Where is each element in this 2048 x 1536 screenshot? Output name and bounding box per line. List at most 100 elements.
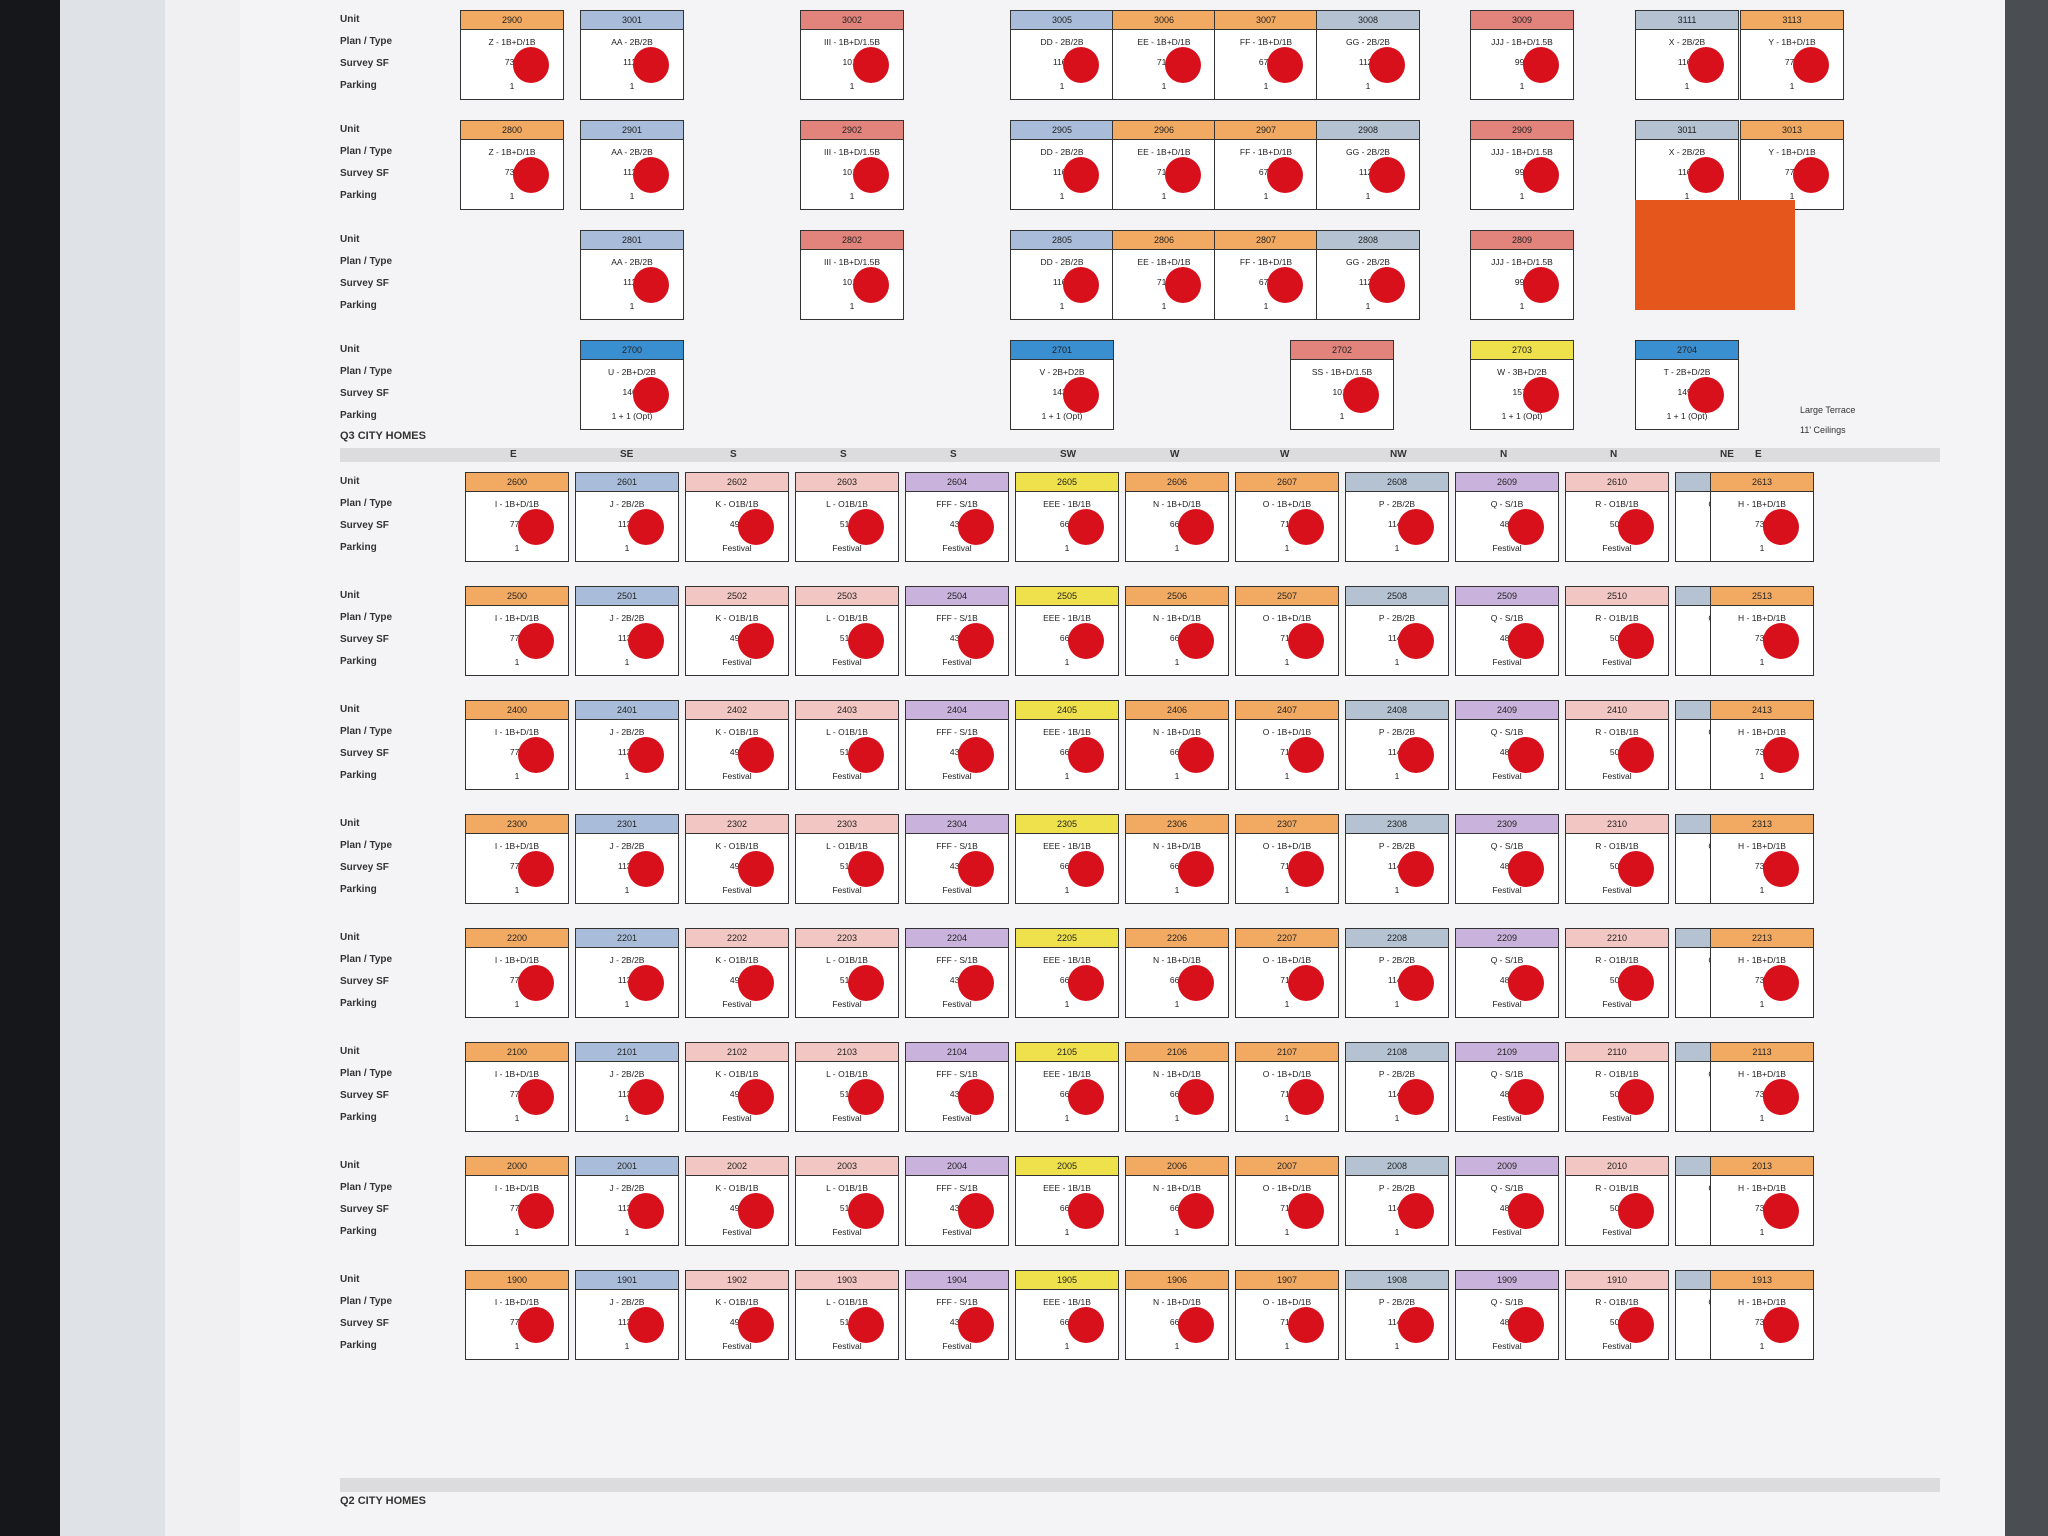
- sold-sticker: [1618, 1079, 1654, 1115]
- unit-card: 2200 I - 1B+D/1B 775 1: [465, 928, 569, 1018]
- parking: Festival: [722, 771, 752, 781]
- unit-number: 1909: [1456, 1271, 1558, 1290]
- plan-type: FFF - S/1B: [936, 499, 978, 509]
- row-label: Survey SF: [340, 976, 389, 987]
- unit-number: 2607: [1236, 473, 1338, 492]
- parking: Festival: [942, 885, 972, 895]
- survey-sf: 739: [1754, 747, 1770, 757]
- unit-card: 2805 DD - 2B/2B 1164 1: [1010, 230, 1114, 320]
- survey-sf: 484: [1499, 975, 1515, 985]
- unit-card: 3111 X - 2B/2B 1168 1: [1635, 10, 1739, 100]
- survey-sf: 430: [949, 747, 965, 757]
- parking: Festival: [722, 999, 752, 1009]
- row-label: Unit: [340, 818, 360, 829]
- sold-sticker: [738, 1307, 774, 1343]
- unit-card: 2301 J - 2B/2B 1130 1: [575, 814, 679, 904]
- parking: 1: [1161, 191, 1167, 201]
- unit-card: 3011 X - 2B/2B 1168 1: [1635, 120, 1739, 210]
- unit-number: 2906: [1113, 121, 1215, 140]
- sold-sticker: [1523, 47, 1559, 83]
- unit-number: 1913: [1711, 1271, 1813, 1290]
- plan-type: O - 1B+D/1B: [1262, 1297, 1312, 1307]
- note: Large Terrace: [1800, 405, 1856, 415]
- unit-number: 2106: [1126, 1043, 1228, 1062]
- survey-sf: 1130: [617, 633, 637, 643]
- sold-sticker: [958, 623, 994, 659]
- unit-number: 1907: [1236, 1271, 1338, 1290]
- unit-number: 2509: [1456, 587, 1558, 606]
- direction: NE: [1720, 449, 1734, 460]
- unit-number: 2309: [1456, 815, 1558, 834]
- plan-type: FFF - S/1B: [936, 1297, 978, 1307]
- plan-type: GG - 2B/2B: [1346, 147, 1390, 157]
- unit-card: 2508 P - 2B/2B 1145 1: [1345, 586, 1449, 676]
- unit-number: 2901: [581, 121, 683, 140]
- plan-type: FFF - S/1B: [936, 1069, 978, 1079]
- unit-card: 2308 P - 2B/2B 1145 1: [1345, 814, 1449, 904]
- sold-sticker: [628, 851, 664, 887]
- unit-card: 2005 EEE - 1B/1B 669 1: [1015, 1156, 1119, 1246]
- plan-type: I - 1B+D/1B: [494, 1183, 540, 1193]
- unit-number: 2409: [1456, 701, 1558, 720]
- row-label: Unit: [340, 476, 360, 487]
- unit-card: 2807 FF - 1B+D/1B 676 1: [1214, 230, 1318, 320]
- unit-number: 2406: [1126, 701, 1228, 720]
- plan-type: I - 1B+D/1B: [494, 1069, 540, 1079]
- survey-sf: 775: [509, 747, 525, 757]
- plan-type: Q - S/1B: [1490, 1297, 1524, 1307]
- survey-sf: 484: [1499, 519, 1515, 529]
- direction: N: [1500, 449, 1508, 460]
- parking: Festival: [1602, 771, 1632, 781]
- sold-sticker: [1618, 623, 1654, 659]
- sold-sticker: [1398, 623, 1434, 659]
- unit-number: 2806: [1113, 231, 1215, 250]
- survey-sf: 1145: [1387, 747, 1407, 757]
- unit-number: 2605: [1016, 473, 1118, 492]
- sold-sticker: [1369, 267, 1405, 303]
- parking: 1: [1174, 657, 1180, 667]
- sold-sticker: [958, 1307, 994, 1343]
- parking: 1: [624, 657, 630, 667]
- parking: 1: [509, 81, 515, 91]
- unit-number: 1910: [1566, 1271, 1668, 1290]
- row-label: Survey SF: [340, 1204, 389, 1215]
- unit-card: 2504 FFF - S/1B 430 Festival: [905, 586, 1009, 676]
- sold-sticker: [848, 1079, 884, 1115]
- row-label: Plan / Type: [340, 1182, 393, 1193]
- unit-card: 2201 J - 2B/2B 1130 1: [575, 928, 679, 1018]
- survey-sf: 739: [1754, 633, 1770, 643]
- plan-type: O - 1B+D/1B: [1262, 1183, 1312, 1193]
- sold-sticker: [738, 851, 774, 887]
- unit-card: 3007 FF - 1B+D/1B 676 1: [1214, 10, 1318, 100]
- sold-sticker: [628, 1193, 664, 1229]
- plan-type: FFF - S/1B: [936, 1183, 978, 1193]
- parking: 1: [1174, 999, 1180, 1009]
- direction: W: [1170, 449, 1180, 460]
- parking: Festival: [942, 999, 972, 1009]
- unit-card: 2004 FFF - S/1B 430 Festival: [905, 1156, 1009, 1246]
- sold-sticker: [1288, 965, 1324, 1001]
- plan-type: Y - 1B+D/1B: [1768, 37, 1816, 47]
- sold-sticker: [628, 509, 664, 545]
- unit-card: 2404 FFF - S/1B 430 Festival: [905, 700, 1009, 790]
- survey-sf: 513: [839, 975, 855, 985]
- unit-card: 2703 W - 3B+D/2B 1577 1 + 1 (Opt): [1470, 340, 1574, 430]
- unit-card: 2008 P - 2B/2B 1145 1: [1345, 1156, 1449, 1246]
- survey-sf: 503: [1609, 519, 1625, 529]
- plan-type: I - 1B+D/1B: [494, 841, 540, 851]
- parking: Festival: [832, 1227, 862, 1237]
- unit-card: 2108 P - 2B/2B 1145 1: [1345, 1042, 1449, 1132]
- unit-card: 2203 L - O1B/1B 513 Festival: [795, 928, 899, 1018]
- unit-card: 2109 Q - S/1B 484 Festival: [1455, 1042, 1559, 1132]
- unit-card: 2104 FFF - S/1B 430 Festival: [905, 1042, 1009, 1132]
- survey-sf: 711: [1280, 1089, 1294, 1099]
- unit-card: 2403 L - O1B/1B 513 Festival: [795, 700, 899, 790]
- parking: 1: [1394, 543, 1400, 553]
- survey-sf: 1577: [1512, 387, 1532, 397]
- unit-number: 2013: [1711, 1157, 1813, 1176]
- unit-card: 1905 EEE - 1B/1B 669 1: [1015, 1270, 1119, 1360]
- sold-sticker: [1763, 1079, 1799, 1115]
- parking: 1: [1284, 543, 1290, 553]
- sold-sticker: [1618, 965, 1654, 1001]
- unit-number: 2200: [466, 929, 568, 948]
